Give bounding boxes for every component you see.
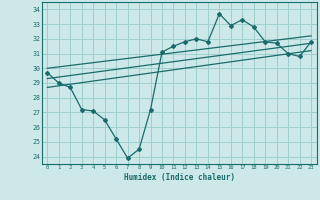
X-axis label: Humidex (Indice chaleur): Humidex (Indice chaleur) (124, 173, 235, 182)
